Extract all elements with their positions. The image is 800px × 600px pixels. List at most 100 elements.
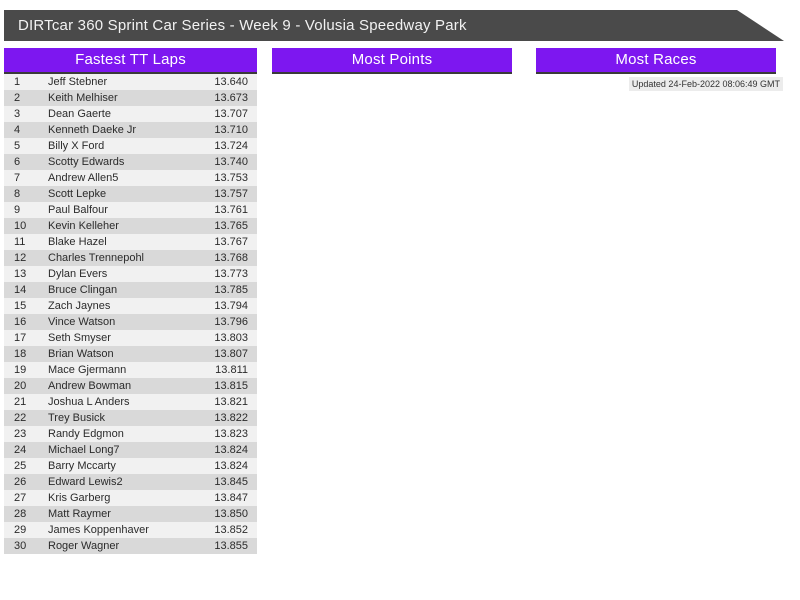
table-row: 22 Trey Busick 13.822: [4, 410, 257, 426]
section-header-fastest-tt-laps: Fastest TT Laps: [4, 48, 257, 74]
table-row: 13 Dylan Evers 13.773: [4, 266, 257, 282]
time-cell: 13.803: [214, 332, 248, 344]
rank-cell: 12: [14, 252, 27, 264]
driver-cell: Barry Mccarty: [48, 460, 116, 472]
time-cell: 13.753: [214, 172, 248, 184]
driver-cell: Joshua L Anders: [48, 396, 130, 408]
time-cell: 13.794: [214, 300, 248, 312]
time-cell: 13.845: [214, 476, 248, 488]
rank-cell: 22: [14, 412, 27, 424]
table-row: 24 Michael Long7 13.824: [4, 442, 257, 458]
table-row: 14 Bruce Clingan 13.785: [4, 282, 257, 298]
table-row: 8 Scott Lepke 13.757: [4, 186, 257, 202]
driver-cell: Zach Jaynes: [48, 300, 111, 312]
time-cell: 13.785: [214, 284, 248, 296]
time-cell: 13.673: [214, 92, 248, 104]
rank-cell: 30: [14, 540, 27, 552]
table-row: 23 Randy Edgmon 13.823: [4, 426, 257, 442]
time-cell: 13.707: [214, 108, 248, 120]
driver-cell: Kenneth Daeke Jr: [48, 124, 137, 136]
page-title: DIRTcar 360 Sprint Car Series - Week 9 -…: [18, 17, 467, 34]
time-cell: 13.773: [214, 268, 248, 280]
rank-cell: 25: [14, 460, 27, 472]
table-row: 27 Kris Garberg 13.847: [4, 490, 257, 506]
rank-cell: 13: [14, 268, 27, 280]
table-row: 12 Charles Trennepohl 13.768: [4, 250, 257, 266]
rank-cell: 5: [14, 140, 21, 152]
rank-cell: 28: [14, 508, 27, 520]
rank-cell: 24: [14, 444, 27, 456]
rank-cell: 1: [14, 76, 21, 88]
driver-cell: Scott Lepke: [48, 188, 107, 200]
driver-cell: Brian Watson: [48, 348, 114, 360]
time-cell: 13.761: [214, 204, 248, 216]
rank-cell: 9: [14, 204, 21, 216]
table-row: 30 Roger Wagner 13.855: [4, 538, 257, 554]
time-cell: 13.710: [214, 124, 248, 136]
rank-cell: 4: [14, 124, 21, 136]
rank-cell: 26: [14, 476, 27, 488]
driver-cell: Randy Edgmon: [48, 428, 124, 440]
table-row: 28 Matt Raymer 13.850: [4, 506, 257, 522]
table-row: 20 Andrew Bowman 13.815: [4, 378, 257, 394]
table-row: 11 Blake Hazel 13.767: [4, 234, 257, 250]
updated-timestamp: Updated 24-Feb-2022 08:06:49 GMT: [628, 77, 783, 91]
driver-cell: Andrew Bowman: [48, 380, 132, 392]
table-row: 19 Mace Gjermann 13.811: [4, 362, 257, 378]
table-row: 7 Andrew Allen5 13.753: [4, 170, 257, 186]
table-row: 6 Scotty Edwards 13.740: [4, 154, 257, 170]
rank-cell: 16: [14, 316, 27, 328]
driver-cell: Vince Watson: [48, 316, 116, 328]
driver-cell: Dylan Evers: [48, 268, 108, 280]
driver-cell: Edward Lewis2: [48, 476, 123, 488]
table-row: 29 James Koppenhaver 13.852: [4, 522, 257, 538]
time-cell: 13.796: [214, 316, 248, 328]
rank-cell: 29: [14, 524, 27, 536]
driver-cell: Matt Raymer: [48, 508, 111, 520]
rank-cell: 14: [14, 284, 27, 296]
driver-cell: Andrew Allen5: [48, 172, 119, 184]
tt-laps-table: 1 Jeff Stebner 13.640 2 Keith Melhiser 13.673…: [4, 74, 257, 554]
table-row: 21 Joshua L Anders 13.821: [4, 394, 257, 410]
rank-cell: 19: [14, 364, 27, 376]
table-row: 18 Brian Watson 13.807: [4, 346, 257, 362]
time-cell: 13.815: [214, 380, 248, 392]
driver-cell: Charles Trennepohl: [48, 252, 145, 264]
section-header-most-points: Most Points: [272, 48, 512, 74]
section-header-most-races: Most Races: [536, 48, 776, 74]
time-cell: 13.740: [214, 156, 248, 168]
rank-cell: 11: [14, 236, 26, 248]
driver-cell: Kris Garberg: [48, 492, 111, 504]
driver-cell: Scotty Edwards: [48, 156, 125, 168]
time-cell: 13.850: [214, 508, 248, 520]
table-row: 25 Barry Mccarty 13.824: [4, 458, 257, 474]
driver-cell: Kevin Kelleher: [48, 220, 119, 232]
time-cell: 13.821: [214, 396, 248, 408]
driver-cell: Billy X Ford: [48, 140, 105, 152]
driver-cell: Keith Melhiser: [48, 92, 118, 104]
time-cell: 13.757: [214, 188, 248, 200]
rank-cell: 18: [14, 348, 27, 360]
driver-cell: Roger Wagner: [48, 540, 120, 552]
table-row: 10 Kevin Kelleher 13.765: [4, 218, 257, 234]
time-cell: 13.640: [214, 76, 248, 88]
table-row: 26 Edward Lewis2 13.845: [4, 474, 257, 490]
driver-cell: Trey Busick: [48, 412, 106, 424]
table-row: 9 Paul Balfour 13.761: [4, 202, 257, 218]
driver-cell: Blake Hazel: [48, 236, 107, 248]
table-row: 15 Zach Jaynes 13.794: [4, 298, 257, 314]
rank-cell: 15: [14, 300, 27, 312]
time-cell: 13.765: [214, 220, 248, 232]
rank-cell: 23: [14, 428, 27, 440]
time-cell: 13.824: [214, 444, 248, 456]
driver-cell: Bruce Clingan: [48, 284, 118, 296]
table-row: 1 Jeff Stebner 13.640: [4, 74, 257, 90]
time-cell: 13.811: [215, 364, 248, 376]
time-cell: 13.807: [214, 348, 248, 360]
rank-cell: 8: [14, 188, 21, 200]
driver-cell: Seth Smyser: [48, 332, 111, 344]
time-cell: 13.852: [214, 524, 248, 536]
table-row: 2 Keith Melhiser 13.673: [4, 90, 257, 106]
driver-cell: Michael Long7: [48, 444, 120, 456]
table-row: 17 Seth Smyser 13.803: [4, 330, 257, 346]
